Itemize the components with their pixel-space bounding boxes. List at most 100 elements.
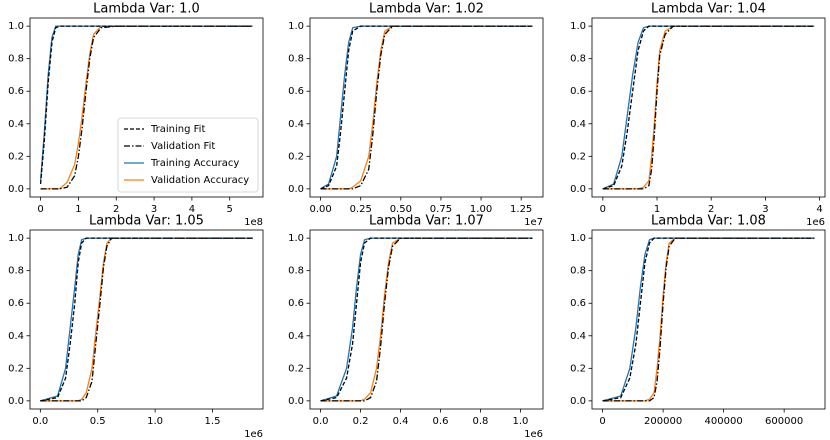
y-tick-label: 1.0 bbox=[8, 233, 24, 244]
y-tick-label: 0.4 bbox=[288, 119, 304, 130]
x-offset-label: 1e6 bbox=[524, 429, 543, 440]
series-line bbox=[39, 25, 253, 185]
x-tick-label: 0 bbox=[599, 416, 605, 427]
series-line bbox=[320, 25, 533, 190]
series-line bbox=[40, 25, 253, 190]
series-line bbox=[602, 237, 815, 402]
series-line bbox=[602, 237, 815, 402]
axes-frame bbox=[591, 229, 826, 410]
x-tick-label: 0.4 bbox=[393, 416, 409, 427]
x-tick-label: 1.0 bbox=[147, 416, 163, 427]
legend-label: Validation Fit bbox=[151, 141, 215, 152]
x-tick-label: 2 bbox=[708, 204, 714, 215]
y-tick-label: 0.8 bbox=[8, 266, 24, 277]
series-line bbox=[602, 237, 815, 402]
subplot: Lambda Var: 1.0 0.0 0.2 0.4 0.6 0.8 1.0 0 1 2 3 4 51… bbox=[8, 2, 264, 228]
series-line bbox=[320, 25, 533, 190]
series-line bbox=[40, 237, 253, 402]
y-tick-label: 0.2 bbox=[8, 151, 24, 162]
x-tick-label: 0 bbox=[37, 204, 43, 215]
x-tick-label: 1.0 bbox=[512, 416, 528, 427]
y-tick-label: 0.4 bbox=[288, 331, 304, 342]
y-tick-label: 0.2 bbox=[288, 363, 304, 374]
y-tick-label: 0.6 bbox=[288, 86, 304, 97]
subplot-title: Lambda Var: 1.07 bbox=[369, 214, 484, 229]
x-offset-label: 1e6 bbox=[244, 429, 263, 440]
series-line bbox=[40, 237, 253, 402]
subplot: Lambda Var: 1.07 0.0 0.2 0.4 0.6 0.8 1.0 0.0 0.2… bbox=[288, 214, 544, 440]
y-tick-label: 1.0 bbox=[288, 233, 304, 244]
x-tick-label: 0.00 bbox=[309, 204, 331, 215]
subplot-title: Lambda Var: 1.02 bbox=[369, 2, 484, 17]
x-tick-label: 600000 bbox=[765, 416, 803, 427]
x-offset-label: 1e8 bbox=[244, 217, 263, 228]
x-tick-label: 5 bbox=[227, 204, 233, 215]
series-line bbox=[320, 237, 533, 402]
y-tick-label: 1.0 bbox=[8, 21, 24, 32]
subplot-title: Lambda Var: 1.05 bbox=[89, 214, 204, 229]
x-tick-label: 1.00 bbox=[470, 204, 492, 215]
series-line bbox=[320, 237, 533, 402]
axes-frame bbox=[309, 229, 544, 410]
y-tick-label: 0.6 bbox=[288, 298, 304, 309]
legend-box bbox=[117, 117, 259, 193]
x-tick-label: 0.50 bbox=[390, 204, 412, 215]
x-tick-label: 0.6 bbox=[433, 416, 449, 427]
y-tick-label: 0.8 bbox=[288, 54, 304, 65]
axes-frame bbox=[29, 17, 264, 198]
x-tick-label: 400000 bbox=[705, 416, 743, 427]
series-line bbox=[320, 25, 533, 190]
x-tick-label: 0.0 bbox=[313, 416, 329, 427]
y-tick-label: 0.0 bbox=[570, 184, 586, 195]
y-tick-label: 0.4 bbox=[8, 331, 24, 342]
x-tick-label: 0.25 bbox=[350, 204, 372, 215]
y-tick-label: 0.0 bbox=[288, 396, 304, 407]
y-tick-label: 0.6 bbox=[570, 298, 586, 309]
y-tick-label: 0.2 bbox=[570, 151, 586, 162]
y-tick-label: 0.8 bbox=[288, 266, 304, 277]
x-tick-label: 0.5 bbox=[90, 416, 106, 427]
series-line bbox=[602, 25, 815, 190]
axes-frame bbox=[591, 17, 826, 198]
y-tick-label: 1.0 bbox=[288, 21, 304, 32]
y-tick-label: 1.0 bbox=[570, 233, 586, 244]
series-line bbox=[602, 237, 815, 402]
y-tick-label: 0.4 bbox=[570, 119, 586, 130]
legend-label: Training Fit bbox=[150, 124, 205, 135]
y-tick-label: 0.6 bbox=[8, 298, 24, 309]
y-tick-label: 0.0 bbox=[8, 396, 24, 407]
x-tick-label: 3 bbox=[762, 204, 768, 215]
y-tick-label: 0.0 bbox=[8, 184, 24, 195]
subplot: Lambda Var: 1.05 0.0 0.2 0.4 0.6 0.8 1.0 0.0 0.5… bbox=[8, 214, 264, 440]
subplot: Lambda Var: 1.02 0.0 0.2 0.4 0.6 0.8 1.0 0.00 0.… bbox=[288, 2, 544, 228]
y-tick-label: 0.2 bbox=[8, 363, 24, 374]
y-tick-label: 1.0 bbox=[570, 21, 586, 32]
x-tick-label: 200000 bbox=[644, 416, 682, 427]
x-tick-label: 0.2 bbox=[353, 416, 369, 427]
series-line bbox=[40, 237, 253, 402]
y-tick-label: 0.4 bbox=[570, 331, 586, 342]
x-tick-label: 3 bbox=[151, 204, 157, 215]
y-tick-label: 0.8 bbox=[8, 54, 24, 65]
subplot-title: Lambda Var: 1.08 bbox=[651, 214, 766, 229]
y-tick-label: 0.2 bbox=[570, 363, 586, 374]
x-tick-label: 0.8 bbox=[473, 416, 489, 427]
subplot-title: Lambda Var: 1.0 bbox=[93, 2, 200, 17]
y-tick-label: 0.0 bbox=[288, 184, 304, 195]
series-line bbox=[602, 25, 815, 190]
legend-label: Training Accuracy bbox=[150, 158, 239, 169]
y-tick-label: 0.6 bbox=[570, 86, 586, 97]
y-tick-label: 0.4 bbox=[8, 119, 24, 130]
series-line bbox=[40, 237, 253, 402]
x-tick-label: 0.0 bbox=[32, 416, 48, 427]
y-tick-label: 0.0 bbox=[570, 396, 586, 407]
x-tick-label: 4 bbox=[189, 204, 195, 215]
x-tick-label: 1.25 bbox=[510, 204, 532, 215]
subplot: Lambda Var: 1.04 0.0 0.2 0.4 0.6 0.8 1.0 0 1 2 3 4 1… bbox=[570, 2, 826, 228]
subplot: Lambda Var: 1.08 0.0 0.2 0.4 0.6 0.8 1.0 0 20000… bbox=[570, 214, 826, 427]
axes-frame bbox=[29, 229, 264, 410]
y-tick-label: 0.8 bbox=[570, 54, 586, 65]
x-offset-label: 1e7 bbox=[524, 217, 543, 228]
series-line bbox=[320, 237, 533, 402]
